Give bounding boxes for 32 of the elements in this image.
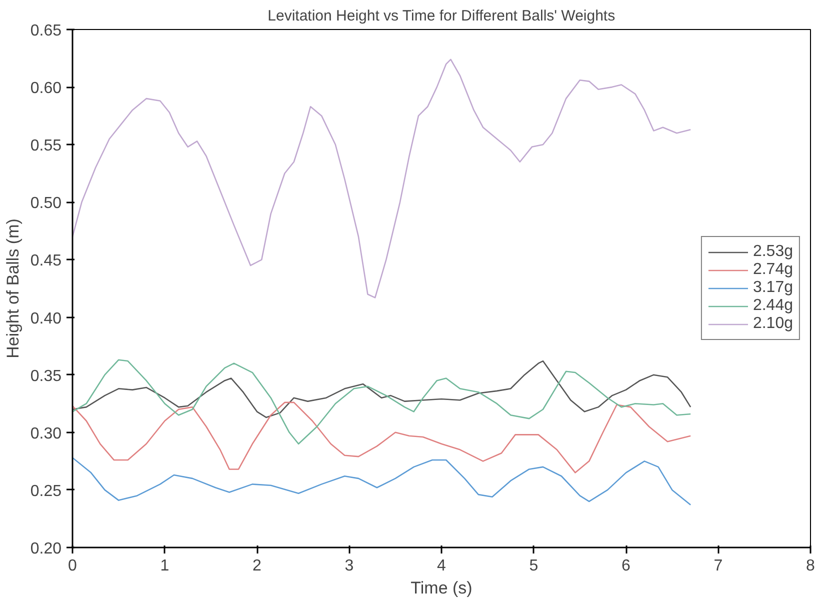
legend-label: 3.17g (752, 279, 793, 297)
x-tick-label: 5 (529, 558, 538, 574)
line-series (72, 457, 692, 506)
legend-label: 2.53g (752, 243, 793, 261)
line-series (72, 58, 692, 298)
x-tick-label: 4 (437, 558, 446, 574)
x-tick-label: 6 (622, 558, 631, 574)
line-series (72, 402, 692, 474)
line-series (72, 359, 692, 445)
y-axis-title: Height of Balls (m) (3, 218, 22, 358)
x-axis-title: Time (s) (410, 578, 472, 598)
y-tick-label: 0.35 (30, 368, 62, 385)
y-tick-label: 0.65 (30, 22, 62, 40)
y-tick-label: 0.45 (30, 252, 62, 270)
y-tick-label: 0.50 (30, 195, 62, 212)
x-tick-label: 0 (68, 558, 78, 574)
y-tick-label: 0.30 (30, 425, 62, 442)
x-tick-label: 7 (714, 558, 723, 574)
y-tick-label: 0.60 (30, 80, 62, 98)
y-tick-label: 0.25 (30, 482, 62, 500)
legend-label: 2.74g (752, 261, 793, 279)
legend-label: 2.44g (752, 297, 793, 315)
legend-label: 2.10g (752, 315, 793, 333)
line-series (72, 360, 692, 418)
y-tick-label: 0.55 (30, 138, 62, 155)
y-tick-label: 0.20 (30, 540, 62, 558)
x-tick-label: 8 (806, 558, 816, 574)
x-tick-label: 1 (160, 558, 170, 574)
x-tick-label: 2 (252, 558, 262, 574)
x-tick-label: 3 (344, 558, 354, 574)
y-tick-label: 0.40 (30, 310, 62, 328)
chart-title: Levitation Height vs Time for Different Balls' Weights (268, 8, 616, 24)
